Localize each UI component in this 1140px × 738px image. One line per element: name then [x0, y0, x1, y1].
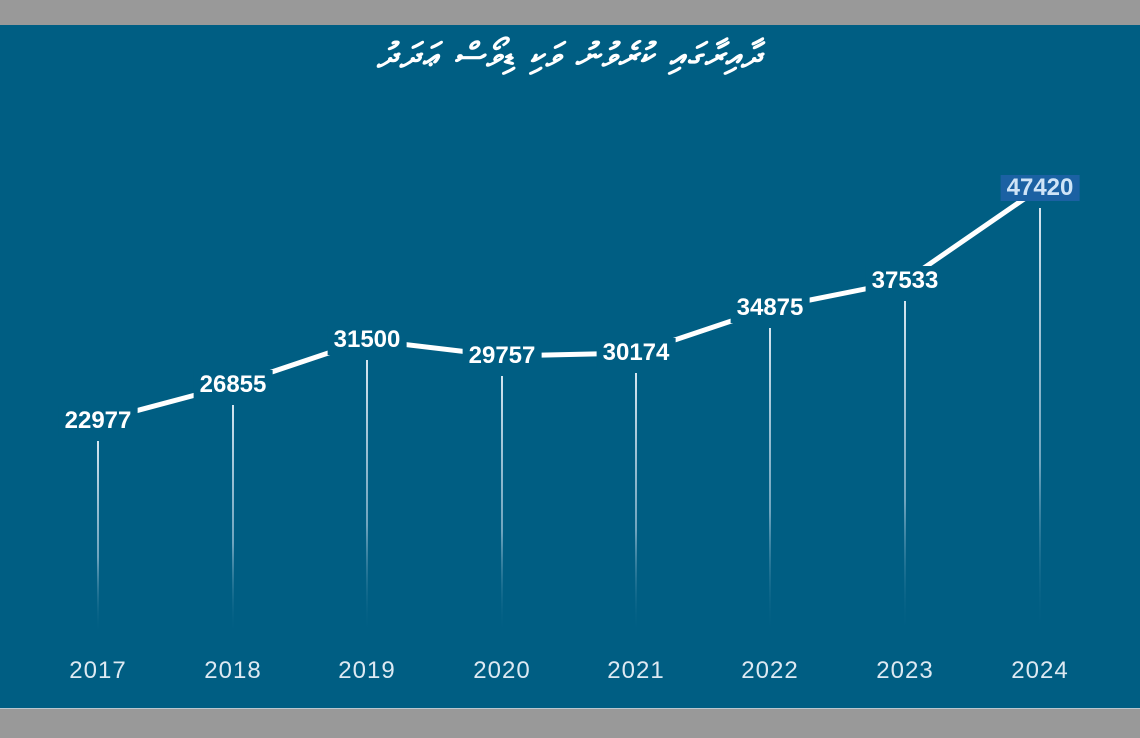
drop-line — [904, 301, 906, 635]
chart-title: ދާއިރާގައި ކުރެވުނު ވަކި ޑިވޯސް ޢަދަދު — [377, 36, 763, 76]
drop-line — [635, 373, 637, 635]
bottom-frame-bar — [0, 708, 1140, 738]
data-label-2023: 37533 — [865, 266, 945, 296]
year-label-2024: 2024 — [1011, 657, 1069, 684]
drop-line — [232, 405, 234, 635]
drop-line — [97, 441, 99, 635]
drop-line — [501, 376, 503, 635]
drop-line — [1039, 208, 1041, 635]
data-label-2019: 31500 — [327, 325, 407, 355]
data-label-2020: 29757 — [462, 341, 542, 371]
year-label-2021: 2021 — [607, 657, 665, 684]
drop-line — [769, 328, 771, 635]
year-label-2022: 2022 — [741, 657, 799, 684]
data-label-2024: 47420 — [1000, 175, 1080, 201]
drop-lines — [97, 208, 1041, 635]
drop-line — [366, 360, 368, 635]
data-label-2022: 34875 — [730, 293, 810, 323]
top-frame-bar — [0, 0, 1140, 25]
data-label-2018: 26855 — [193, 370, 273, 400]
year-label-2018: 2018 — [204, 657, 262, 684]
data-label-2017: 22977 — [58, 406, 138, 436]
chart-panel — [0, 25, 1140, 708]
year-label-2019: 2019 — [338, 657, 396, 684]
year-label-2020: 2020 — [473, 657, 531, 684]
data-label-2021: 30174 — [596, 338, 676, 368]
year-label-2023: 2023 — [876, 657, 934, 684]
year-label-2017: 2017 — [69, 657, 127, 684]
